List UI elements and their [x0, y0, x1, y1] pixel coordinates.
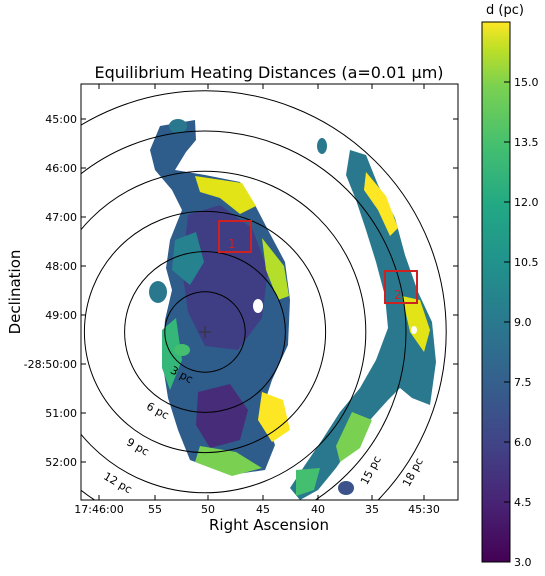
- right-filament-base: [290, 150, 436, 500]
- ring-15pc: [81, 130, 407, 500]
- colorbar-label: d (pc): [486, 3, 524, 18]
- x-tick-label: 55: [148, 503, 162, 516]
- plot-frame: [80, 83, 459, 501]
- central-hole-a: [253, 299, 263, 313]
- colorbar-ticks: 3.0 4.5 6.0 7.5 9.0 10.5 12.0 13.5 15.0: [504, 76, 539, 569]
- right-hole: [411, 326, 417, 334]
- central-teal-patch: [172, 232, 204, 285]
- central-green-lower: [195, 446, 262, 476]
- central-yellow-lower: [258, 392, 290, 442]
- colorbar-tick-label: 9.0: [514, 316, 532, 329]
- x-tick-label: 45: [256, 503, 270, 516]
- region-boxes: 12: [218, 220, 418, 304]
- x-tick-label: 35: [365, 503, 379, 516]
- central-yellow-top: [195, 176, 256, 214]
- ring-3pc: [164, 291, 246, 373]
- y-tick-label: -28:50:00: [24, 358, 77, 371]
- ring-18pc: [81, 90, 447, 500]
- colorbar-tick-label: 6.0: [514, 436, 532, 449]
- center-marker: [199, 326, 211, 338]
- right-filament-green-b: [296, 468, 320, 496]
- colorbar-tick-label: 7.5: [514, 376, 532, 389]
- emission-region-right: [290, 150, 436, 500]
- x-tick-label: 50: [201, 503, 215, 516]
- small-clump-top: [169, 119, 187, 133]
- colorbar-tick-label: 12.0: [514, 196, 539, 209]
- right-filament-green: [336, 412, 372, 462]
- emission-region-central: [149, 119, 327, 476]
- ring-6pc: [124, 251, 286, 413]
- colorbar: d (pc) 3.0 4.5 6.0 7.5 9.0 10.5 12.0 13.5 15.0: [481, 3, 539, 569]
- ring-12pc: [81, 170, 367, 494]
- x-tick-label: 40: [311, 503, 325, 516]
- x-tick-label: 17:46:00: [74, 503, 123, 516]
- x-axis-label: Right Ascension: [209, 516, 329, 534]
- y-tick-label: 49:00: [45, 309, 77, 322]
- ring-9pc: [83, 210, 327, 454]
- x-tick-label: 45:30: [408, 503, 440, 516]
- right-small-clump: [338, 481, 354, 495]
- y-tick-label: 51:00: [45, 407, 77, 420]
- region-box-2: [384, 270, 418, 304]
- colorbar-tick-label: 10.5: [514, 256, 539, 269]
- chart-title: Equilibrium Heating Distances (a=0.01 μm…: [94, 63, 443, 82]
- colorbar-tick-label: 4.5: [514, 496, 532, 509]
- small-clump-top-right: [317, 138, 327, 154]
- central-dark-core: [182, 205, 268, 350]
- y-axis-label: Declination: [6, 250, 24, 335]
- y-axis-ticks: 45:00 46:00 47:00 48:00 49:00 -28:50:00 51:00 5…: [24, 113, 458, 469]
- y-tick-label: 52:00: [45, 456, 77, 469]
- y-tick-label: 47:00: [45, 211, 77, 224]
- central-green-left: [162, 318, 182, 390]
- central-yellow-right: [262, 238, 289, 300]
- colorbar-tick-label: 13.5: [514, 136, 539, 149]
- small-clump-lower-left: [174, 344, 190, 356]
- x-axis-ticks: 17:46:00 55 50 45 40 35 45:30: [74, 84, 440, 516]
- region-box-label-1: 1: [228, 237, 236, 251]
- colorbar-gradient: [481, 21, 511, 563]
- y-tick-label: 48:00: [45, 260, 77, 273]
- region-box-label-2: 2: [394, 288, 402, 302]
- colorbar-tick-label: 15.0: [514, 76, 539, 89]
- right-filament-yellow-b: [402, 296, 430, 352]
- right-filament-yellow-a: [364, 172, 398, 236]
- region-box-1: [218, 220, 252, 253]
- small-clump-left: [149, 281, 167, 303]
- y-tick-label: 46:00: [45, 162, 77, 175]
- colorbar-tick-label: 3.0: [514, 556, 532, 569]
- central-dark-lower: [196, 384, 248, 448]
- y-tick-label: 45:00: [45, 113, 77, 126]
